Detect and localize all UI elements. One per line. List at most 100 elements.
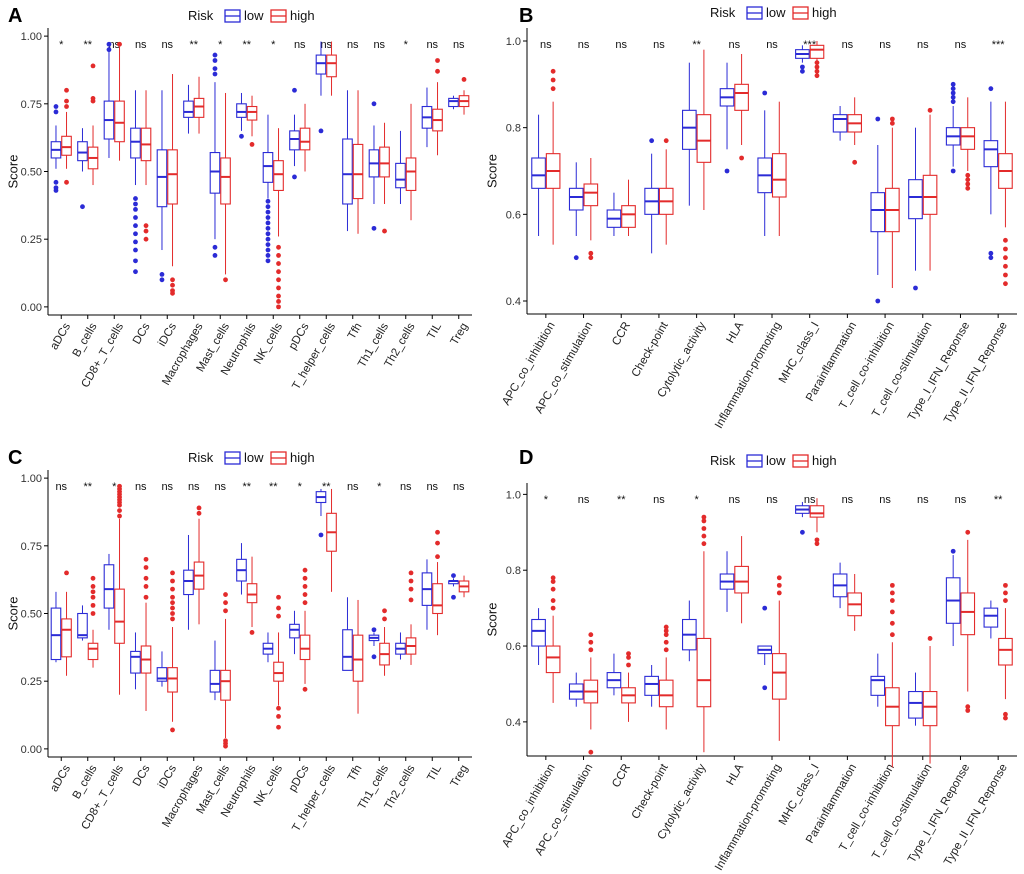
box-high: [167, 570, 178, 733]
box-iqr: [87, 642, 99, 661]
box-iqr: [103, 564, 115, 609]
outlier-point: [223, 592, 228, 597]
outlier-point: [133, 258, 138, 264]
box-high: [405, 103, 417, 221]
box-iqr: [983, 607, 999, 628]
outlier-point: [965, 181, 971, 187]
box-low: [395, 130, 406, 204]
box-low: [832, 106, 848, 141]
y-tick-label: 1.00: [21, 473, 42, 485]
box-iqr: [734, 83, 749, 111]
outlier-point: [776, 575, 782, 581]
outlier-point: [1003, 715, 1008, 721]
significance-label: **: [189, 39, 198, 51]
outlier-point: [143, 584, 149, 589]
box-iqr: [531, 618, 546, 647]
outlier-point: [159, 271, 165, 277]
box-low: [568, 162, 584, 261]
category-label: Check-point: [630, 761, 671, 821]
category-label: Treg: [449, 763, 471, 789]
outlier-point: [875, 298, 881, 304]
category-label: HLA: [725, 320, 747, 346]
box-high: [352, 90, 364, 234]
box-low: [315, 488, 327, 538]
box-high: [847, 574, 863, 631]
outlier-point: [212, 58, 218, 63]
panel-letter: C: [8, 447, 22, 469]
box-low: [719, 551, 735, 612]
significance-label: ns: [728, 494, 740, 506]
outlier-point: [133, 269, 138, 275]
outlier-point: [550, 68, 556, 74]
legend-label-high: high: [290, 8, 315, 23]
box-low: [50, 104, 62, 193]
outlier-point: [889, 590, 895, 596]
box-high: [405, 570, 417, 665]
box-high: [379, 122, 390, 234]
category-label: Treg: [449, 321, 471, 347]
box-low: [908, 127, 923, 291]
outlier-point: [435, 554, 440, 560]
outlier-point: [53, 188, 59, 193]
outlier-point: [435, 529, 440, 535]
box-low: [644, 138, 659, 254]
box-high: [621, 651, 636, 722]
y-tick-label: 1.0: [506, 36, 521, 48]
outlier-point: [550, 598, 556, 603]
category-label: DCs: [131, 321, 153, 347]
outlier-point: [90, 611, 96, 616]
outlier-point: [265, 236, 271, 242]
category-label: iDCs: [156, 763, 179, 791]
significance-label: ns: [804, 494, 816, 506]
box-high: [734, 54, 749, 161]
outlier-point: [889, 116, 895, 122]
box-high: [193, 76, 205, 134]
box-low: [209, 52, 221, 258]
outlier-point: [170, 611, 175, 616]
outlier-point: [382, 228, 387, 234]
box-low: [262, 632, 274, 663]
outlier-point: [143, 594, 149, 600]
outlier-point: [64, 570, 69, 576]
outlier-point: [724, 168, 730, 174]
category-label: Inflammation-promoting: [713, 762, 784, 873]
significance-label: **: [242, 39, 251, 51]
box-iqr: [209, 151, 221, 194]
outlier-point: [588, 632, 594, 638]
box-high: [658, 624, 674, 730]
outlier-point: [143, 228, 149, 234]
box-iqr: [352, 143, 364, 200]
box-iqr: [908, 690, 923, 719]
y-axis-title: Score: [5, 155, 20, 189]
outlier-point: [435, 58, 440, 63]
legend-label-low: low: [244, 8, 264, 23]
outlier-point: [814, 68, 820, 74]
outlier-point: [117, 513, 122, 519]
outlier-point: [988, 86, 994, 92]
outlier-point: [814, 541, 820, 547]
box-high: [458, 575, 470, 598]
legend-label-low: low: [244, 450, 264, 465]
box-iqr: [130, 650, 141, 674]
outlier-point: [276, 713, 281, 719]
outlier-point: [64, 104, 69, 109]
outlier-point: [800, 64, 805, 70]
box-low: [757, 605, 773, 691]
box-iqr: [156, 667, 168, 682]
box-high: [273, 128, 284, 310]
category-label: DCs: [131, 763, 153, 789]
outlier-point: [1003, 237, 1008, 243]
legend-label-high: high: [812, 5, 837, 20]
significance-label: ns: [347, 481, 359, 493]
outlier-point: [143, 223, 149, 229]
outlier-point: [106, 47, 112, 53]
box-low: [183, 84, 194, 134]
outlier-point: [276, 605, 281, 611]
box-iqr: [405, 157, 417, 192]
box-high: [299, 103, 311, 172]
outlier-point: [143, 236, 149, 242]
significance-label: ***: [992, 39, 1006, 51]
box-low: [757, 90, 773, 236]
outlier-point: [588, 639, 594, 645]
